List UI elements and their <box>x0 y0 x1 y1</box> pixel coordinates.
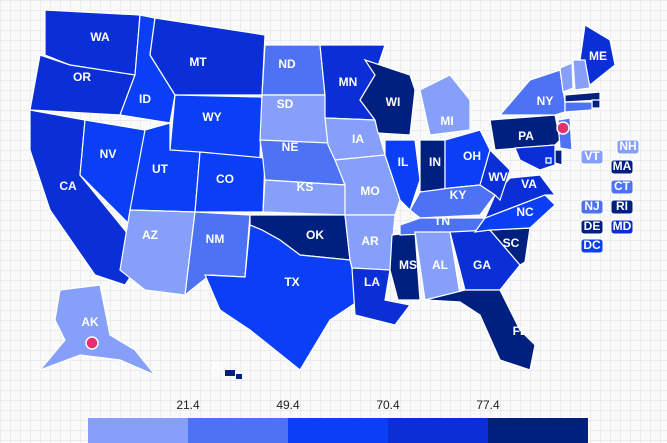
state-box <box>610 199 634 215</box>
state-label: CT <box>614 179 631 193</box>
state <box>545 157 552 164</box>
legend-swatch <box>188 418 288 443</box>
state-label: SC <box>503 236 520 250</box>
state-label: AR <box>361 234 379 248</box>
state-label: NJ <box>584 199 599 213</box>
state <box>149 17 266 96</box>
state-label: AL <box>432 258 448 272</box>
state-label: VT <box>584 149 600 163</box>
state-label: WV <box>488 170 507 184</box>
state <box>559 62 574 93</box>
state <box>419 74 471 136</box>
state-island <box>225 370 235 376</box>
states <box>29 9 616 379</box>
state <box>591 99 601 109</box>
legend-break: 70.4 <box>376 398 400 412</box>
state-label: MI <box>440 114 453 128</box>
state <box>38 284 156 376</box>
state-label: WA <box>90 30 110 44</box>
state-label: NV <box>100 147 117 161</box>
state-label: RI <box>616 199 628 213</box>
state-label: CO <box>216 172 234 186</box>
state-label: NM <box>206 232 225 246</box>
state <box>514 144 556 171</box>
state-label: KY <box>450 188 467 202</box>
labels: WA OR CA NV ID MT WY UT AZ CO NM ND SD NE KS OK TX MN IA MO… <box>59 30 640 374</box>
state-label: OH <box>463 149 481 163</box>
state-label: GA <box>473 258 491 272</box>
marker <box>85 336 99 350</box>
state <box>169 94 263 159</box>
legend-swatch <box>288 418 388 443</box>
legend-swatch <box>388 418 488 443</box>
state <box>204 224 361 371</box>
state-label: WY <box>202 110 221 124</box>
state-label: TX <box>284 275 299 289</box>
state-label: NY <box>537 94 554 108</box>
state-label: IA <box>352 132 364 146</box>
state-box <box>580 149 604 165</box>
legend-break: 49.4 <box>276 398 300 412</box>
state <box>564 101 593 113</box>
state-label: MA <box>613 159 632 173</box>
state <box>259 94 329 146</box>
state-label: AZ <box>142 228 158 242</box>
state <box>119 209 196 296</box>
legend-swatch <box>88 418 188 443</box>
state-label: ME <box>589 49 607 63</box>
state-box <box>610 179 634 195</box>
state-label: MS <box>399 258 417 272</box>
state-label: WI <box>386 95 401 109</box>
state-box <box>580 199 604 215</box>
state-label: LA <box>364 275 380 289</box>
state-label: CA <box>59 179 77 193</box>
state-label: MD <box>613 219 632 233</box>
state-label: IN <box>429 155 441 169</box>
state-label: OK <box>306 228 324 242</box>
state-box <box>580 238 604 254</box>
state-box <box>610 219 634 235</box>
state-label: ID <box>139 92 151 106</box>
state <box>498 69 566 116</box>
state-label: DC <box>583 238 601 252</box>
marker <box>556 121 570 135</box>
state-label: UT <box>152 162 169 176</box>
state-label: FL <box>513 324 528 338</box>
state-box <box>616 139 640 155</box>
state-label: MN <box>339 75 358 89</box>
state-box <box>610 159 634 175</box>
state-label: VA <box>521 177 537 191</box>
state-label: KS <box>297 180 314 194</box>
state-island <box>236 374 242 379</box>
legend-swatch <box>488 418 588 443</box>
state-label: IL <box>398 155 409 169</box>
state-label: MT <box>189 55 207 69</box>
state-label: ND <box>278 57 296 71</box>
state-label: HI <box>211 360 223 374</box>
legend-break: 21.4 <box>176 398 200 412</box>
state-box <box>580 219 604 235</box>
legend: 21.4 49.4 70.4 77.4 <box>88 398 588 443</box>
state <box>489 114 561 151</box>
state <box>479 148 511 202</box>
state-label: NH <box>619 139 636 153</box>
state-label: DE <box>584 219 601 233</box>
state-label: NC <box>516 205 534 219</box>
state-label: TN <box>434 214 450 228</box>
state-label: AK <box>81 315 99 329</box>
state <box>424 289 536 371</box>
state <box>572 59 591 91</box>
state-label: NE <box>282 140 299 154</box>
legend-break: 77.4 <box>476 398 500 412</box>
state <box>554 149 563 166</box>
state <box>359 58 416 136</box>
state-label: MO <box>360 184 379 198</box>
state <box>208 362 215 370</box>
state <box>579 24 616 86</box>
state-label: SD <box>277 97 294 111</box>
state-label: PA <box>518 129 534 143</box>
state-label: OR <box>73 70 91 84</box>
